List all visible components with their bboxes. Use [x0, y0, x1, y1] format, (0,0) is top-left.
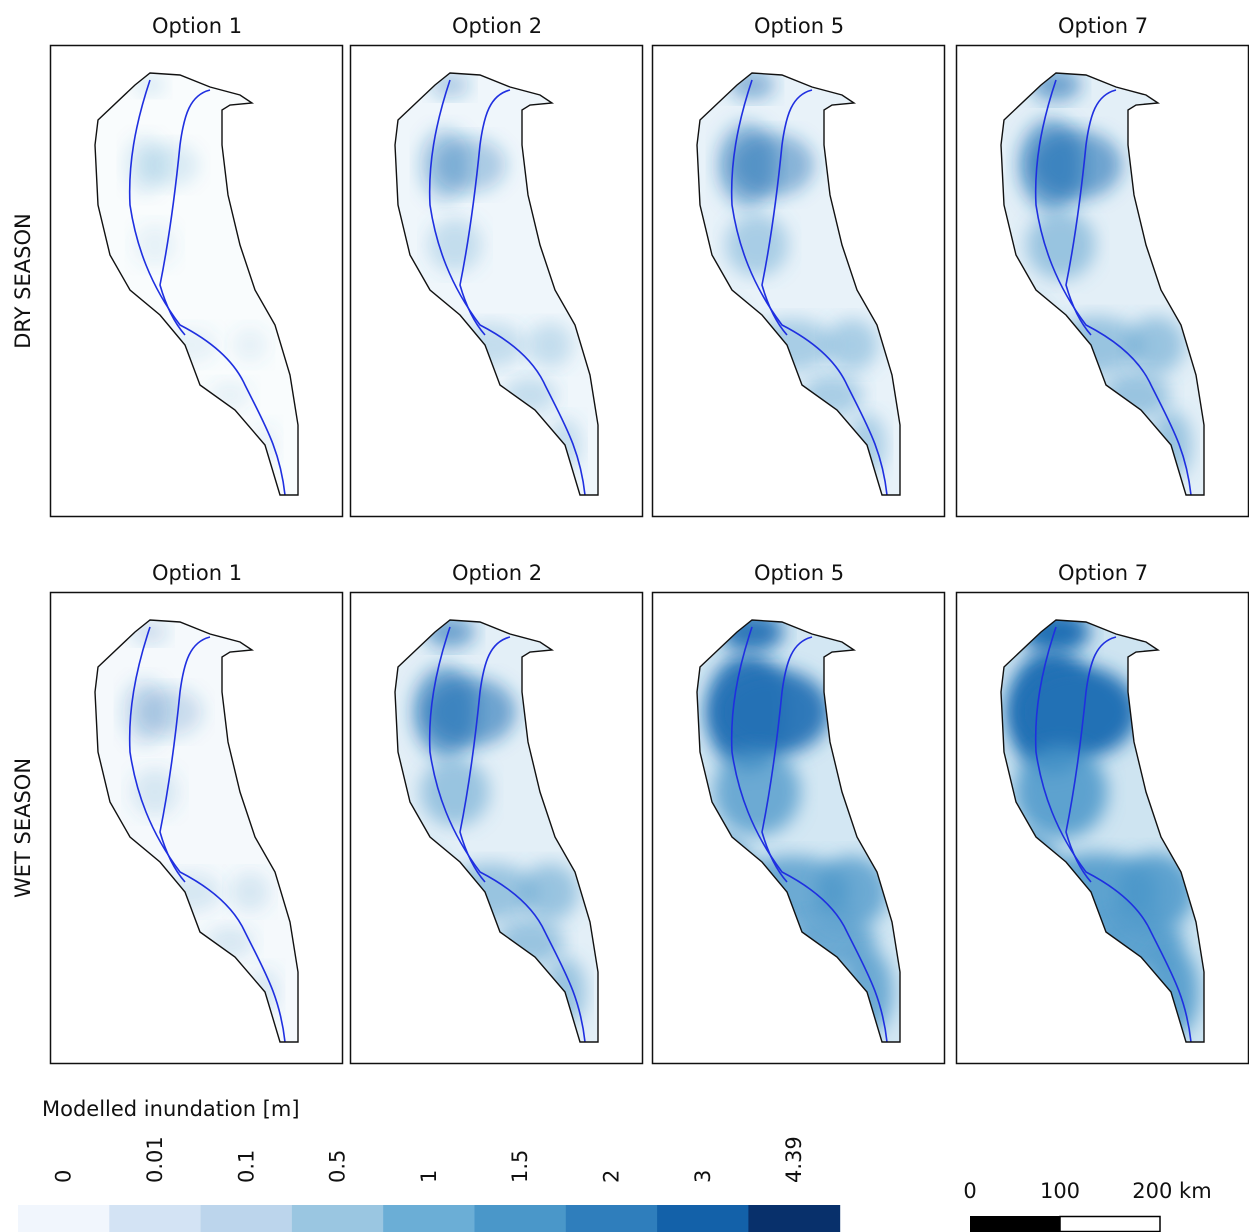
basin-outline — [394, 72, 599, 496]
river — [459, 636, 511, 883]
basin-outline — [94, 72, 299, 496]
inundation-patch — [1014, 745, 1108, 839]
river — [459, 89, 511, 336]
row-label: DRY SEASON — [11, 213, 35, 348]
river — [428, 626, 586, 1043]
basin-outline — [394, 619, 599, 1043]
panel-title: Option 1 — [152, 561, 242, 585]
panel-title: Option 5 — [754, 14, 844, 38]
legend-swatch — [291, 1205, 384, 1232]
panel-title: Option 7 — [1058, 14, 1148, 38]
river — [159, 636, 211, 883]
inundation-patch — [1030, 130, 1122, 200]
map-panel — [349, 591, 644, 1065]
inundation-patch — [527, 322, 573, 368]
inundation-patch — [714, 668, 830, 756]
legend-swatch — [200, 1205, 293, 1232]
scale-segment — [970, 1216, 1060, 1232]
river — [128, 79, 286, 496]
panel-title: Option 2 — [452, 561, 542, 585]
map-panel — [651, 44, 946, 518]
legend-label: 1.5 — [508, 1150, 532, 1183]
basin-outline — [1000, 619, 1205, 1043]
inundation-patch — [725, 213, 789, 277]
scale-label: 100 — [1040, 1179, 1080, 1203]
river — [761, 636, 813, 883]
basin-outline — [1000, 72, 1205, 496]
inundation-patch — [428, 218, 482, 272]
legend-label: 0 — [52, 1170, 76, 1183]
legend-label: 2 — [599, 1170, 623, 1183]
map-panel — [349, 44, 644, 518]
legend-swatch — [748, 1205, 841, 1232]
inundation-patch — [141, 143, 199, 187]
panel-title: Option 1 — [152, 14, 242, 38]
river — [159, 89, 211, 336]
legend-label: 4.39 — [782, 1136, 806, 1183]
river — [428, 79, 586, 496]
panel-title: Option 2 — [452, 14, 542, 38]
inundation-patch — [424, 677, 516, 747]
legend-swatch — [657, 1205, 749, 1232]
legend-title: Modelled inundation [m] — [42, 1097, 300, 1121]
inundation-patch — [232, 327, 268, 363]
legend-swatch — [565, 1205, 658, 1232]
map-panel — [49, 591, 344, 1065]
river — [128, 626, 286, 1043]
legend-swatch — [383, 1205, 475, 1232]
legend-swatch — [109, 1205, 202, 1232]
inundation-patch — [1026, 210, 1096, 280]
inundation-patch — [713, 748, 801, 836]
river — [1034, 79, 1192, 496]
inundation-patch — [1117, 853, 1195, 931]
river — [1034, 626, 1192, 1043]
panel-frame — [955, 44, 1249, 518]
map-panel — [955, 44, 1249, 518]
inundation-patch — [420, 757, 490, 827]
basin-outline — [696, 72, 901, 496]
map-panel — [651, 591, 946, 1065]
legend-label: 0.1 — [234, 1150, 258, 1183]
legend-swatch — [474, 1205, 567, 1232]
panel-title: Option 7 — [1058, 561, 1148, 585]
panel-frame — [651, 44, 946, 518]
river — [730, 79, 888, 496]
inundation-patch — [138, 688, 202, 736]
panel-frame — [349, 44, 644, 518]
basin-outline — [696, 619, 901, 1043]
river — [761, 89, 813, 336]
scale-label: 200 km — [1132, 1179, 1211, 1203]
legend-label: 1 — [417, 1170, 441, 1183]
legend-swatch — [18, 1205, 110, 1232]
map-panel — [49, 44, 344, 518]
panel-frame — [49, 591, 344, 1065]
panel-frame — [49, 44, 344, 518]
inundation-patch — [434, 138, 506, 192]
inundation-patch — [1127, 316, 1185, 374]
legend-label: 3 — [691, 1170, 715, 1183]
scale-segment — [1059, 1215, 1161, 1232]
legend-label: 0.01 — [143, 1136, 167, 1183]
panel-title: Option 5 — [754, 561, 844, 585]
scale-label: 0 — [963, 1179, 976, 1203]
panel-frame — [651, 591, 946, 1065]
panel-frame — [349, 591, 644, 1065]
inundation-patch — [730, 133, 814, 197]
basin-outline — [94, 619, 299, 1043]
inundation-patch — [825, 318, 879, 372]
row-label: WET SEASON — [11, 758, 35, 898]
inundation-patch — [521, 863, 579, 921]
map-panel — [955, 591, 1249, 1065]
river — [730, 626, 888, 1043]
inundation-patch — [131, 768, 179, 816]
river — [1065, 89, 1117, 336]
river — [1065, 636, 1117, 883]
inundation-patch — [230, 872, 270, 912]
inundation-patch — [1014, 665, 1138, 759]
legend-label: 0.5 — [326, 1150, 350, 1183]
